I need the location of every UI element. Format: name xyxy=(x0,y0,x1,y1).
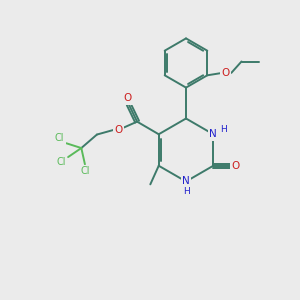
Text: Cl: Cl xyxy=(55,134,64,143)
Text: H: H xyxy=(220,125,226,134)
Text: O: O xyxy=(123,93,131,103)
Text: N: N xyxy=(209,129,217,139)
Text: Cl: Cl xyxy=(56,157,66,167)
Text: O: O xyxy=(231,161,239,171)
Text: O: O xyxy=(114,125,123,135)
Text: H: H xyxy=(183,187,189,196)
Text: Cl: Cl xyxy=(80,166,90,176)
Text: N: N xyxy=(182,176,190,187)
Text: O: O xyxy=(222,68,230,78)
